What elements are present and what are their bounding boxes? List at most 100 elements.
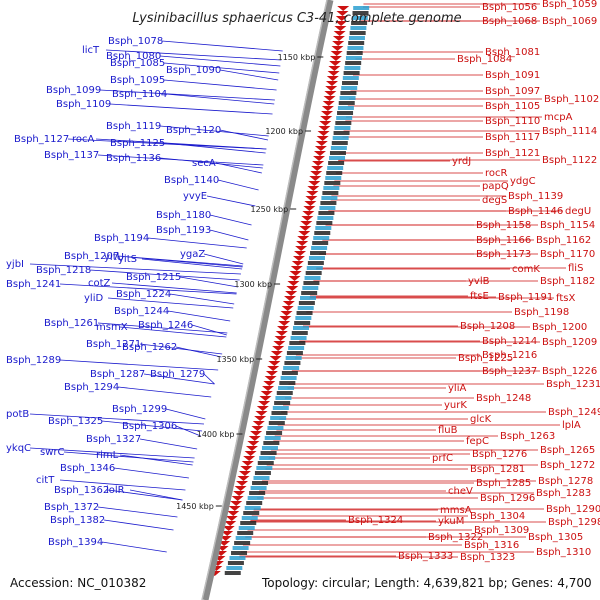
- right-gene-label: Bsph_1102: [544, 94, 599, 105]
- right-gene-label: Bsph_1214: [482, 336, 537, 347]
- right-gene-label: Bsph_1139: [508, 191, 563, 202]
- gene-labels: licT Bsph_1080 Bsph_1078 Bsph_1085Bsph_1090…: [6, 0, 600, 563]
- left-gene-label: Bsph_1104: [112, 89, 167, 100]
- left-gene-label: Bsph_1382: [50, 515, 105, 526]
- right-gene-label: Bsph_1198: [514, 307, 569, 318]
- right-gene-label: lplA: [562, 420, 581, 431]
- right-gene-label: Bsph_1056: [482, 2, 537, 13]
- right-gene-label: Bsph_1263: [500, 431, 555, 442]
- right-gene-label: papQ: [482, 181, 509, 192]
- right-gene-label: Bsph_1173: [476, 249, 531, 260]
- kbp-tick-label: 1300 kbp: [234, 280, 272, 289]
- right-gene-label: prfC: [432, 453, 453, 464]
- right-gene-label: Bsph_1298: [548, 517, 600, 528]
- left-gene-label: potB: [6, 409, 29, 420]
- kbp-tick-label: 1200 kbp: [265, 127, 303, 136]
- right-gene-label: Bsph_1309: [474, 525, 529, 536]
- right-gene-label: Bsph_1226: [542, 366, 597, 377]
- left-gene-label: licT: [82, 45, 100, 56]
- right-gene-label: Bsph_1081: [485, 47, 540, 58]
- right-gene-label: Bsph_1283: [536, 488, 591, 499]
- right-gene-label: Bsph_1225: [458, 353, 513, 364]
- right-gene-label: Bsph_1237: [482, 366, 537, 377]
- left-gene-label: Bsph_1215: [126, 272, 181, 283]
- left-gene-label: Bsph_1109: [56, 99, 111, 110]
- right-gene-label: ykuM: [438, 516, 464, 527]
- right-gene-label: Bsph_1182: [540, 276, 595, 287]
- left-gene-label: secA: [192, 158, 216, 169]
- left-gene-label: iolR: [106, 485, 125, 496]
- right-gene-label: Bsph_1231: [546, 379, 600, 390]
- right-gene-label: Bsph_1276: [472, 449, 527, 460]
- left-gene-label: Bsph_1127: [14, 134, 69, 145]
- left-gene-label: Bsph_1080: [106, 51, 161, 62]
- left-gene-label: Bsph_1180: [156, 210, 211, 221]
- left-gene-label: cotZ: [88, 278, 111, 289]
- left-gene-label: Bsph_1120: [166, 125, 221, 136]
- left-gene-label: Bsph_1224: [116, 289, 171, 300]
- left-gene-label: Bsph_1287: [90, 369, 145, 380]
- left-gene-label: yitS: [118, 254, 137, 265]
- left-gene-label: Bsph_1119: [106, 121, 161, 132]
- right-gene-label: degS: [482, 195, 507, 206]
- kbp-tick-label: 1400 kbp: [197, 430, 235, 439]
- kbp-tick-label: 1250 kbp: [250, 205, 288, 214]
- left-gene-label: Bsph_1327: [86, 434, 141, 445]
- right-gene-label: Bsph_1248: [476, 393, 531, 404]
- left-gene-label: Bsph_1299: [112, 404, 167, 415]
- right-gene-label: rocR: [485, 168, 508, 179]
- right-gene-label: Bsph_1121: [485, 148, 540, 159]
- left-gene-label: Bsph_1078: [108, 36, 163, 47]
- left-gene-label: Bsph_1261: [44, 318, 99, 329]
- right-gene-label: yvlB: [468, 276, 490, 287]
- kbp-tick-label: 1450 kbp: [176, 502, 214, 511]
- right-gene-label: Bsph_1084: [457, 54, 512, 65]
- left-gene-label: yjbI: [6, 259, 24, 270]
- right-gene-label: Bsph_1105: [485, 101, 540, 112]
- right-gene-label: ftsE: [470, 291, 489, 302]
- left-gene-label: Bsph_1140: [164, 175, 219, 186]
- right-gene-label: Bsph_1216: [482, 350, 537, 361]
- left-gene-label: Bsph_1271: [86, 339, 141, 350]
- right-gene-label: comK: [512, 264, 540, 275]
- right-gene-label: mmsA: [440, 505, 472, 516]
- left-gene-label: Bsph_1289: [6, 355, 61, 366]
- summary-text: Topology: circular; Length: 4,639,821 bp…: [261, 576, 592, 590]
- left-gene-label: ykqC: [6, 443, 31, 454]
- right-gene-label: Bsph_1117: [485, 132, 540, 143]
- right-gene-label: Bsph_1158: [476, 220, 531, 231]
- left-gene-label: Bsph_1394: [48, 537, 103, 548]
- right-gene-label: yliA: [448, 383, 466, 394]
- left-gene-label: Bsph_1194: [94, 233, 149, 244]
- right-gene-label: Bsph_1281: [470, 464, 525, 475]
- left-gene-label: citT: [36, 475, 55, 486]
- gene-features: [208, 6, 370, 576]
- left-gene-label: yvyE: [183, 191, 207, 202]
- right-gene-label: fepC: [466, 436, 489, 447]
- left-gene-label: Bsph_1125: [110, 138, 165, 149]
- right-gene-label: Bsph_1110: [485, 116, 540, 127]
- left-gene-label: Bsph_1346: [60, 463, 115, 474]
- right-gene-label: Bsph_1209: [542, 337, 597, 348]
- right-gene-label: Bsph_1059: [542, 0, 597, 10]
- left-gene-label: yliD: [84, 293, 103, 304]
- right-gene-label: Bsph_1166: [476, 235, 531, 246]
- left-gene-label: Bsph_1241: [6, 279, 61, 290]
- right-gene-label: Bsph_1191: [498, 292, 553, 303]
- right-gene-label: Bsph_1146: [508, 206, 563, 217]
- right-gene-label: mcpA: [544, 112, 573, 123]
- right-gene-label: Bsph_1162: [536, 235, 591, 246]
- right-gene-label: Bsph_1154: [540, 220, 595, 231]
- left-gene-label: Bsph_1372: [44, 502, 99, 513]
- right-gene-label: Bsph_1122: [542, 155, 597, 166]
- accession-text: Accession: NC_010382: [10, 576, 146, 590]
- left-gene-label: Bsph_1099: [46, 85, 101, 96]
- right-gene-label: Bsph_1208: [460, 321, 515, 332]
- left-gene-label: Bsph_1218: [36, 265, 91, 276]
- right-gene-label: Bsph_1114: [542, 126, 597, 137]
- right-gene-label: ydgC: [510, 176, 536, 187]
- right-gene-label: fluB: [438, 425, 458, 436]
- backbone-arc: [201, 0, 334, 600]
